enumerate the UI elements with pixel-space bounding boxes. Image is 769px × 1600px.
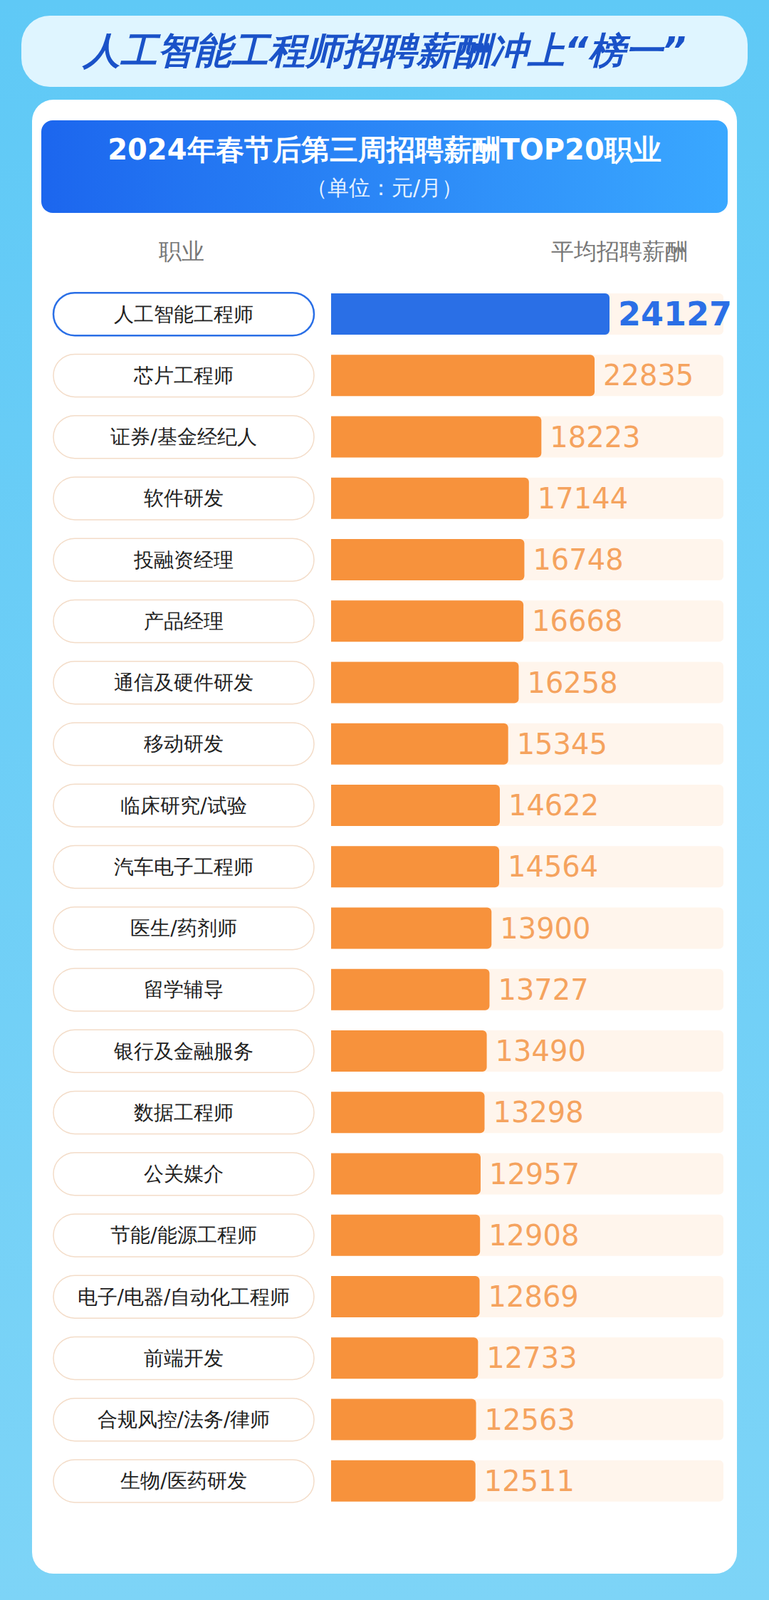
html-text:平均招聘薪酬: 平均招聘薪酬 <box>551 237 688 265</box>
svg-text:12511: 12511 <box>484 1464 575 1498</box>
svg-text:产品经理: 产品经理 <box>143 609 224 634</box>
svg-text:证券/基金经纪人: 证券/基金经纪人 <box>110 425 257 449</box>
svg-text:临床研究/试验: 临床研究/试验 <box>120 793 247 818</box>
svg-text:18223: 18223 <box>549 420 641 454</box>
svg-text:15345: 15345 <box>516 727 608 761</box>
svg-text:12733: 12733 <box>486 1341 577 1375</box>
svg-text:16748: 16748 <box>532 543 624 577</box>
svg-text:芯片工程师: 芯片工程师 <box>133 363 234 388</box>
svg-text:留学辅导: 留学辅导 <box>143 977 224 1002</box>
svg-text:节能/能源工程师: 节能/能源工程师 <box>110 1223 257 1247</box>
svg-text:软件研发: 软件研发 <box>143 486 224 510</box>
html-text:（单位：元/月）: （单位：元/月） <box>306 175 463 201</box>
svg-text:17144: 17144 <box>537 482 629 515</box>
svg-text:电子/电器/自动化工程师: 电子/电器/自动化工程师 <box>77 1285 291 1309</box>
svg-text:12563: 12563 <box>484 1403 576 1437</box>
svg-text:13298: 13298 <box>493 1095 584 1129</box>
svg-text:14564: 14564 <box>507 850 599 883</box>
svg-text:移动研发: 移动研发 <box>143 731 224 756</box>
html-text:人工智能工程师招聘薪酬冲上“榜一”: 人工智能工程师招聘薪酬冲上“榜一” <box>82 29 687 72</box>
svg-text:16258: 16258 <box>526 666 618 700</box>
svg-text:16668: 16668 <box>531 604 623 638</box>
svg-text:合规风控/法务/律师: 合规风控/法务/律师 <box>97 1407 271 1432</box>
svg-text:13900: 13900 <box>499 912 591 945</box>
svg-text:24127: 24127 <box>618 294 732 334</box>
svg-text:22835: 22835 <box>603 358 694 392</box>
svg-text:银行及金融服务: 银行及金融服务 <box>113 1039 254 1064</box>
svg-text:人工智能工程师: 人工智能工程师 <box>113 302 254 327</box>
svg-text:12957: 12957 <box>489 1157 580 1191</box>
svg-text:12908: 12908 <box>488 1219 579 1252</box>
svg-text:公关媒介: 公关媒介 <box>143 1162 224 1186</box>
svg-text:医生/药剂师: 医生/药剂师 <box>130 916 237 940</box>
svg-text:13727: 13727 <box>497 973 589 1007</box>
svg-text:13490: 13490 <box>495 1034 587 1068</box>
svg-text:数据工程师: 数据工程师 <box>133 1100 234 1125</box>
html-text:职业: 职业 <box>158 237 205 265</box>
svg-text:12869: 12869 <box>488 1280 579 1313</box>
svg-text:投融资经理: 投融资经理 <box>133 548 234 572</box>
svg-text:通信及硬件研发: 通信及硬件研发 <box>113 670 254 695</box>
svg-text:生物/医药研发: 生物/医药研发 <box>120 1468 247 1493</box>
svg-text:汽车电子工程师: 汽车电子工程师 <box>113 855 254 879</box>
html-text:2024年春节后第三周招聘薪酬TOP20职业: 2024年春节后第三周招聘薪酬TOP20职业 <box>107 133 662 166</box>
svg-text:14622: 14622 <box>508 788 599 822</box>
svg-text:前端开发: 前端开发 <box>143 1346 224 1370</box>
